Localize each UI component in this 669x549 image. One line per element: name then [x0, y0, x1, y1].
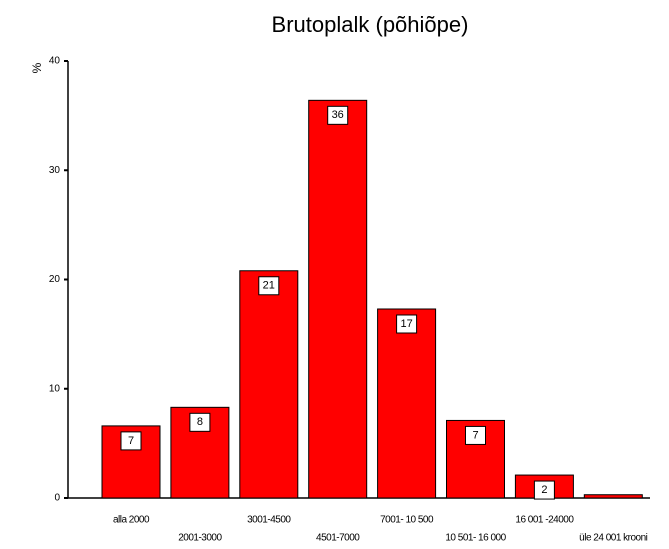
- value-label-box: [258, 276, 280, 296]
- value-label-box: [396, 314, 418, 334]
- value-label: 17: [400, 318, 412, 330]
- value-label: 8: [197, 416, 203, 428]
- y-tick-label: 20: [49, 274, 61, 285]
- x-tick-label: 2001-3000: [178, 533, 222, 544]
- y-tick-label: 10: [49, 383, 61, 394]
- chart-title: Brutoplalk (põhiõpe): [272, 12, 469, 37]
- value-label-box: [189, 412, 211, 432]
- x-tick-label: 7001- 10 500: [380, 515, 434, 526]
- value-label: 36: [332, 109, 344, 121]
- x-tick-label: üle 24 001 krooni: [579, 533, 648, 544]
- value-label-box: [533, 480, 555, 500]
- bar: [583, 494, 643, 499]
- value-label: 21: [263, 280, 275, 292]
- value-label: 2: [541, 484, 547, 496]
- y-axis-label: %: [30, 62, 44, 73]
- value-label-box: [120, 431, 142, 451]
- value-label: 7: [128, 435, 134, 447]
- x-tick-label: alla 2000: [113, 515, 150, 526]
- y-tick-label: 40: [49, 56, 61, 67]
- x-tick-label: 10 501- 16 000: [445, 533, 506, 544]
- bar: [239, 270, 299, 499]
- bar: [377, 308, 437, 499]
- x-tick-label: 3001-4500: [247, 515, 291, 526]
- bar: [308, 99, 368, 499]
- value-label-box: [465, 425, 486, 445]
- value-label-box: [327, 105, 349, 125]
- x-tick-label: 16 001 -24000: [515, 515, 574, 526]
- y-tick-label: 30: [49, 165, 61, 176]
- y-tick-label: 0: [54, 493, 60, 504]
- value-label: 7: [472, 429, 478, 441]
- x-tick-label: 4501-7000: [316, 533, 360, 544]
